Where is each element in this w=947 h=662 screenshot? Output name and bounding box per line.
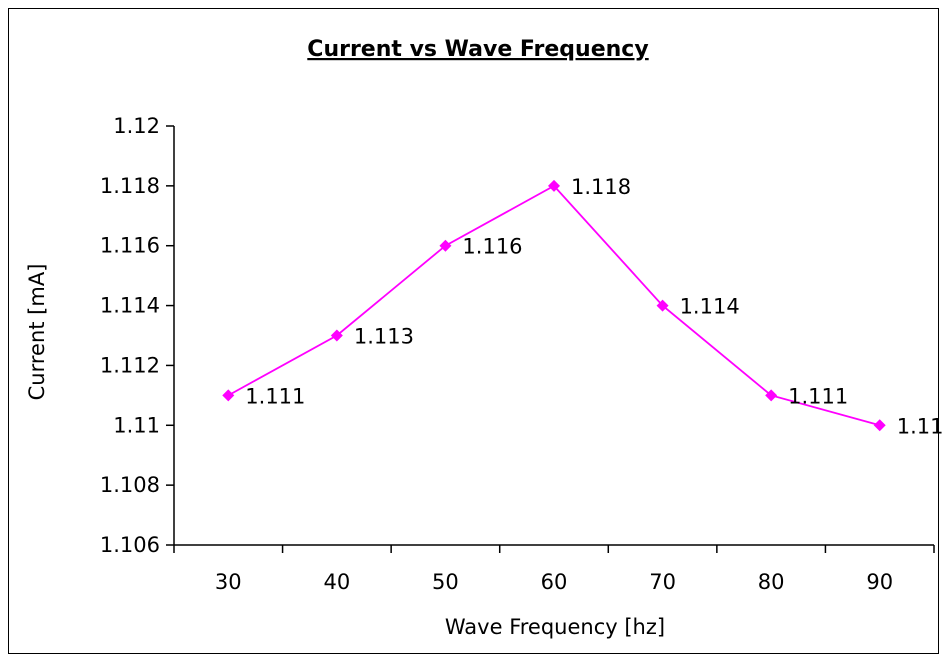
x-axis: 30 40 50 60 70 80 90: [173, 544, 935, 594]
data-label: 1.118: [571, 175, 631, 199]
y-tick-label: 1.118: [100, 174, 160, 198]
data-point-marker: [873, 419, 886, 432]
data-label: 1.111: [245, 384, 305, 408]
data-point-marker: [765, 389, 778, 402]
y-tick-label: 1.116: [100, 234, 160, 258]
x-tick-label: 50: [432, 570, 459, 594]
data-point-marker: [330, 329, 343, 342]
data-label: 1.113: [354, 325, 414, 349]
data-label: 1.114: [680, 295, 740, 319]
data-point-marker: [439, 239, 452, 252]
y-tick-label: 1.112: [100, 353, 160, 377]
y-tick-label: 1.11: [113, 413, 160, 437]
chart-frame: [8, 8, 939, 654]
y-axis: 1.106 1.108 1.11 1.112 1.114 1.116 1.118 1.12: [100, 114, 175, 557]
data-point-marker: [656, 299, 669, 312]
y-tick-label: 1.12: [113, 114, 160, 138]
y-tick-label: 1.106: [100, 533, 160, 557]
x-tick-label: 60: [541, 570, 568, 594]
data-point-marker: [222, 389, 235, 402]
data-point-marker: [548, 179, 560, 192]
series-current: 1.111 1.113 1.116 1.118 1.114 1.111 1.11: [222, 175, 943, 438]
x-tick-label: 80: [758, 570, 785, 594]
series-line: [227, 184, 880, 427]
y-tick-label: 1.114: [100, 294, 160, 318]
x-tick-label: 40: [323, 570, 350, 594]
y-axis-label: Current [mA]: [25, 264, 49, 401]
data-label: 1.11: [897, 414, 944, 438]
x-axis-label: Wave Frequency [hz]: [445, 615, 665, 639]
y-tick-label: 1.108: [100, 473, 160, 497]
x-tick-label: 30: [215, 570, 242, 594]
chart-title: Current vs Wave Frequency: [307, 37, 648, 62]
data-label: 1.111: [788, 384, 848, 408]
x-tick-label: 90: [866, 570, 893, 594]
x-tick-label: 70: [649, 570, 676, 594]
data-label: 1.116: [462, 235, 522, 259]
